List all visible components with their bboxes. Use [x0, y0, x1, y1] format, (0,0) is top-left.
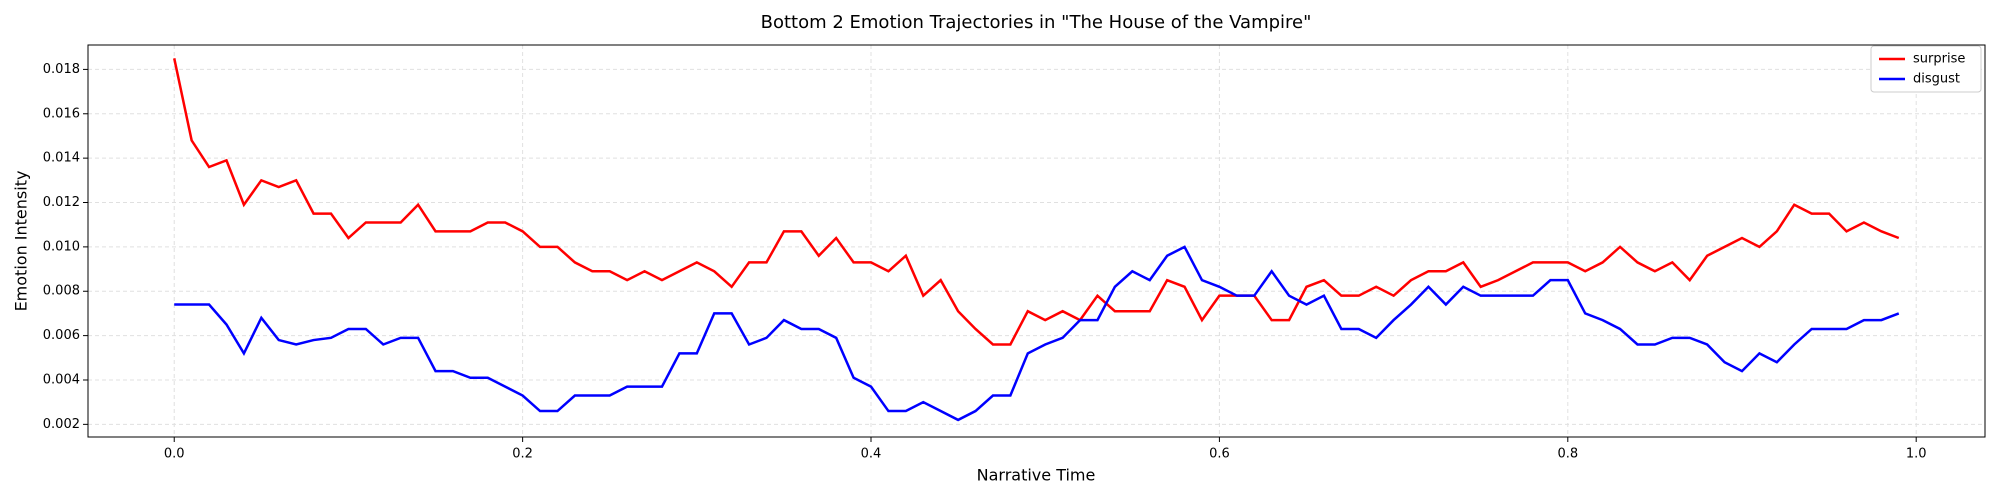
y-tick-label: 0.012 [43, 195, 80, 210]
plot-frame [87, 44, 1986, 438]
x-tick-label: 0.8 [1557, 447, 1578, 462]
y-tick-label: 0.014 [43, 151, 80, 166]
series-line [173, 58, 1900, 346]
x-tick-label: 0.4 [861, 447, 882, 462]
x-axis-label: Narrative Time [977, 466, 1096, 485]
series-line [174, 245, 1900, 422]
legend-box [1870, 45, 1982, 93]
y-tick-label: 0.016 [43, 106, 80, 121]
x-tick-label: 0.6 [1209, 447, 1230, 462]
x-tick-label: 0.2 [512, 447, 533, 462]
y-tick-label: 0.006 [43, 328, 80, 343]
x-tick-label: 0.0 [164, 447, 185, 462]
y-axis-label: Emotion Intensity [12, 171, 31, 312]
y-tick-label: 0.002 [43, 417, 80, 432]
y-tick-label: 0.018 [43, 62, 80, 77]
y-tick-label: 0.004 [43, 372, 80, 387]
legend-label: surprise [1913, 52, 1965, 67]
y-tick-label: 0.010 [43, 239, 80, 254]
chart-title: Bottom 2 Emotion Trajectories in "The Ho… [761, 12, 1312, 33]
legend-label: disgust [1913, 72, 1960, 87]
y-tick-label: 0.008 [43, 284, 80, 299]
x-tick-label: 1.0 [1906, 447, 1927, 462]
